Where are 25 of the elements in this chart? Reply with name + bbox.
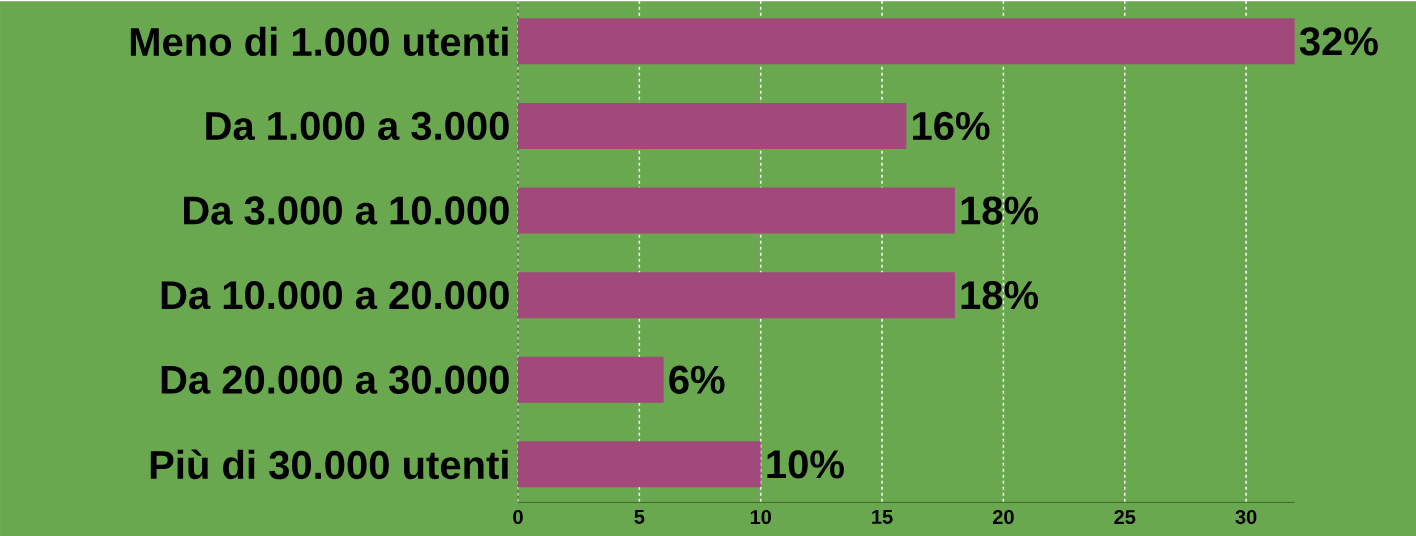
data-label: 6%: [669, 365, 725, 394]
y-tick-label: Da 20.000 a 30.000: [161, 365, 509, 394]
y-tick-label: Da 3.000 a 10.000: [183, 196, 509, 225]
x-tick-label: 10: [750, 509, 771, 524]
y-tick-label: Più di 30.000 utenti: [150, 449, 508, 480]
x-tick-label: 25: [1114, 509, 1136, 524]
bar: [518, 18, 1295, 65]
bar: [518, 441, 761, 488]
data-label: 18%: [961, 280, 1039, 310]
data-label: 16%: [913, 111, 990, 140]
bar: [518, 356, 664, 403]
data-label: 32%: [1299, 26, 1378, 56]
bar: [518, 102, 907, 149]
y-tick-label: Da 10.000 a 20.000: [161, 280, 509, 310]
x-tick-label: 20: [992, 509, 1014, 524]
data-label: 10%: [767, 450, 844, 479]
y-tick-label: Meno di 1.000 utenti: [130, 26, 508, 56]
x-tick-label: 5: [634, 509, 645, 524]
x-tick-label: 15: [872, 509, 893, 524]
y-tick-label: Da 1.000 a 3.000: [206, 111, 509, 140]
x-tick-label: 0: [513, 509, 523, 524]
data-label: 18%: [961, 196, 1039, 225]
bar: [518, 187, 955, 234]
x-tick-label: 30: [1235, 509, 1257, 524]
bar: [518, 271, 955, 318]
